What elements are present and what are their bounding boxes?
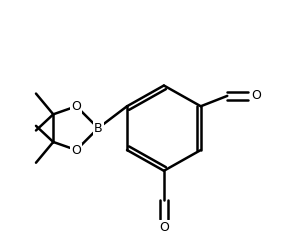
Text: O: O — [159, 222, 169, 234]
Text: O: O — [71, 100, 81, 113]
Text: B: B — [94, 122, 103, 135]
Text: O: O — [71, 144, 81, 157]
Text: O: O — [251, 89, 261, 102]
